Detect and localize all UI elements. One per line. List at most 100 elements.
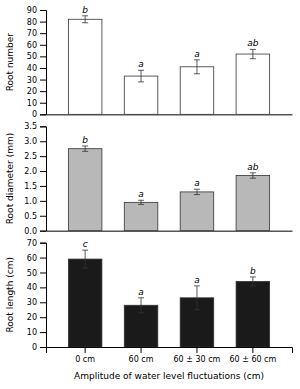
y-axis-title: Root diameter (mm) [5, 133, 15, 224]
bar [68, 149, 102, 231]
y-axis: 0102030405060708090 [27, 6, 47, 119]
tick-label: 3.0 [24, 137, 37, 146]
tick-label: 60 ± 30 cm [174, 355, 221, 364]
axis-line [47, 231, 293, 232]
tick: 0.0 [24, 227, 46, 236]
tick-label: 0 cm [75, 355, 95, 364]
tick-mark [252, 347, 253, 353]
tick: 50 [27, 52, 46, 61]
tick-label: 50 [27, 52, 37, 61]
tick: 20 [27, 313, 46, 322]
tick-mark [40, 156, 46, 157]
error-bar [138, 70, 144, 82]
tick-mark [40, 33, 46, 34]
bar [180, 192, 214, 231]
tick-mark [40, 171, 46, 172]
tick-mark [40, 216, 46, 217]
tick-mark [40, 332, 46, 333]
x-axis [47, 114, 293, 116]
marks [68, 146, 269, 231]
tick-mark [40, 10, 46, 11]
tick: 80 [27, 18, 46, 27]
tick-mark [141, 347, 142, 353]
significance-label: a [138, 287, 144, 297]
tick-mark [40, 258, 46, 259]
tick-mark [40, 302, 46, 303]
tick: 10 [27, 328, 46, 337]
significance-label: a [194, 49, 200, 59]
significance-label: ab [247, 38, 259, 48]
significance-label: ab [247, 162, 259, 172]
tick-label: 0 [32, 343, 37, 352]
significance-label: a [138, 59, 144, 69]
axis-line [47, 114, 293, 115]
tick-label: 2.5 [24, 152, 37, 161]
tick-mark [40, 91, 46, 92]
tick-label: 10 [27, 328, 37, 337]
x-axis [47, 230, 293, 232]
error-bar [250, 173, 256, 178]
tick: 70 [27, 239, 46, 248]
tick-mark [40, 272, 46, 273]
tick-mark [40, 68, 46, 69]
tick-mark [40, 103, 46, 104]
tick-label: 50 [27, 269, 37, 278]
tick: 50 [27, 269, 46, 278]
x-axis: 0 cm 60 cm 60 ± 30 cm 60 ± 60 cm [47, 347, 293, 364]
tick-mark [40, 80, 46, 81]
significance-label: c [83, 239, 88, 249]
tick: 10 [27, 99, 46, 108]
error-bar [138, 298, 144, 313]
tick-label: 70 [27, 29, 37, 38]
tick-label: 0.0 [24, 227, 37, 236]
tick-mark [40, 231, 46, 232]
axis-line [40, 243, 47, 347]
tick-label: 1.0 [24, 197, 37, 206]
y-axis-title: Root length (cm) [5, 257, 15, 333]
tick: 2.0 [24, 167, 46, 176]
tick: 1.5 [24, 182, 46, 191]
tick: 60 cm [129, 347, 154, 364]
tick-mark [40, 243, 46, 244]
tick: 60 ± 60 cm [229, 347, 276, 364]
tick: 2.5 [24, 152, 46, 161]
bar [236, 176, 270, 231]
error-bar [82, 250, 88, 268]
tick-mark [40, 201, 46, 202]
error-bar [138, 200, 144, 204]
bar [236, 281, 270, 347]
panel: baaab0.00.51.01.52.02.53.03.5Root diamet… [5, 122, 293, 235]
tick: 70 [27, 29, 46, 38]
tick-label: 2.0 [24, 167, 37, 176]
x-axis-title: Amplitude of water level fluctuations (c… [74, 371, 264, 381]
tick-label: 3.5 [24, 122, 37, 131]
tick-mark [40, 114, 46, 115]
significance-label: a [194, 275, 200, 285]
tick-label: 70 [27, 239, 37, 248]
significance-label: a [194, 178, 200, 188]
error-bar [82, 16, 88, 23]
bar [236, 54, 270, 114]
tick-label: 30 [27, 76, 37, 85]
error-bar [194, 286, 200, 310]
tick: 20 [27, 87, 46, 96]
tick-mark [40, 347, 46, 348]
error-bar [82, 146, 88, 151]
tick-mark [40, 186, 46, 187]
tick-mark [40, 287, 46, 288]
tick-label: 20 [27, 313, 37, 322]
y-axis-title: Root number [5, 33, 15, 92]
bar [124, 202, 158, 230]
tick-label: 0.5 [24, 212, 37, 221]
tick-label: 10 [27, 99, 37, 108]
tick-label: 0 [32, 110, 37, 119]
significance-label: b [82, 5, 88, 15]
significance-label: b [250, 266, 256, 276]
tick-label: 20 [27, 87, 37, 96]
tick: 0 [32, 110, 46, 119]
y-axis: 010203040506070 [27, 239, 47, 352]
y-axis: 0.0 0.5 1.0 1.5 2.0 2.5 3.0 3.5 [24, 122, 46, 235]
tick-mark [40, 56, 46, 57]
tick: 3.5 [24, 122, 46, 131]
panel: baaab0102030405060708090Root number [5, 5, 293, 120]
